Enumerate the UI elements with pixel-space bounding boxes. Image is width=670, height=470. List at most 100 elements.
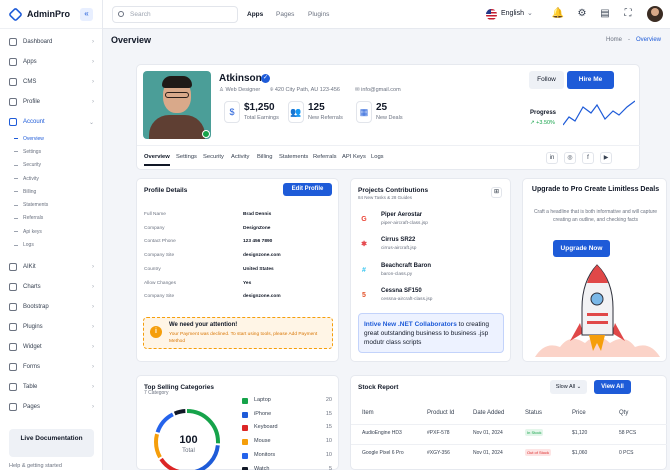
- project-file: cirrus-aircraft.jsp: [381, 246, 417, 252]
- project-name: Beachcraft Baron: [381, 262, 432, 269]
- profile-details-card: Profile Details Edit Profile Full Name Br…: [136, 178, 339, 362]
- detail-row: Company DesignZone: [144, 226, 334, 235]
- legend-label: Watch: [254, 465, 270, 470]
- detail-key: Contact Phone: [144, 239, 176, 245]
- column-header[interactable]: Item: [362, 410, 374, 416]
- tab-api-keys[interactable]: API Keys: [342, 154, 366, 160]
- language-select[interactable]: English: [501, 10, 524, 17]
- sidebar-item-account[interactable]: Account ⌄: [0, 112, 103, 132]
- sidebar-item-widget[interactable]: Widget ›: [0, 337, 103, 357]
- sidebar-subitem-billing[interactable]: Billing: [0, 185, 103, 198]
- sidebar-subitem-referrals[interactable]: Referrals: [0, 212, 103, 225]
- forms-icon: [9, 362, 17, 371]
- bell-icon[interactable]: 🔔: [551, 8, 565, 19]
- sidebar-subitem-security[interactable]: Security: [0, 159, 103, 172]
- detail-key: Company: [144, 225, 165, 231]
- column-header[interactable]: Price: [572, 410, 586, 416]
- project-item[interactable]: 5 Cessna SF150 cessna-aircraft-class.jsp: [359, 288, 504, 308]
- sidebar-item-label: Account: [23, 119, 45, 125]
- tab-logs[interactable]: Logs: [371, 154, 384, 160]
- grid-icon[interactable]: ⊞: [491, 187, 502, 198]
- sidebar-subitem-activity[interactable]: Activity: [0, 172, 103, 185]
- column-header[interactable]: Product Id: [427, 410, 455, 416]
- column-header[interactable]: Status: [525, 410, 543, 416]
- us-flag-icon[interactable]: [486, 9, 497, 20]
- sidebar-subitem-overview[interactable]: Overview: [0, 132, 103, 145]
- progress-value-text: +3.50%: [536, 120, 555, 126]
- sidebar-subitem-api-keys[interactable]: Api keys: [0, 225, 103, 238]
- edit-profile-button[interactable]: Edit Profile: [283, 183, 332, 196]
- tab-activity[interactable]: Activity: [231, 154, 250, 160]
- legend-item: Watch 5: [242, 466, 332, 470]
- column-header[interactable]: Qty: [619, 410, 629, 416]
- breadcrumb-home[interactable]: Home: [606, 37, 623, 43]
- stat-value: $1,250: [244, 102, 275, 113]
- donut-slice-laptop: [154, 409, 220, 470]
- user-avatar[interactable]: [647, 6, 663, 22]
- sidebar-item-forms[interactable]: Forms ›: [0, 357, 103, 377]
- sidebar-item-cms[interactable]: CMS ›: [0, 72, 103, 92]
- widget-icon: [9, 342, 17, 351]
- collapse-sidebar-button[interactable]: «: [80, 8, 93, 21]
- detail-row: Company Site designzone.com: [144, 294, 334, 303]
- facebook-icon[interactable]: f: [582, 152, 594, 164]
- detail-key: Allow Changes: [144, 280, 176, 286]
- project-item[interactable]: ✱ Cirrus SR22 cirrus-aircraft.jsp: [359, 237, 504, 257]
- sidebar-subitem-statements[interactable]: Statements: [0, 198, 103, 211]
- upgrade-now-button[interactable]: Upgrade Now: [553, 240, 610, 257]
- tab-referrals[interactable]: Referrals: [313, 154, 337, 160]
- topnav-apps[interactable]: Apps: [247, 11, 264, 18]
- fullscreen-icon[interactable]: ⛶: [624, 8, 632, 19]
- live-documentation-button[interactable]: Live Documentation: [9, 429, 94, 457]
- tab-billing[interactable]: Billing: [257, 154, 273, 160]
- tab-settings[interactable]: Settings: [176, 154, 197, 160]
- sidebar-item-profile[interactable]: Profile ›: [0, 92, 103, 112]
- tab-statements[interactable]: Statements: [279, 154, 309, 160]
- sidebar-item-plugins[interactable]: Plugins ›: [0, 317, 103, 337]
- card-title: Projects Contributions: [358, 187, 429, 194]
- topnav-pages[interactable]: Pages: [276, 11, 295, 18]
- project-name: Cessna SF150: [381, 287, 422, 294]
- brand[interactable]: AdminPro: [0, 0, 102, 29]
- sidebar-item-dashboard[interactable]: Dashboard ›: [0, 32, 103, 52]
- project-item[interactable]: # Beachcraft Baron baron-class.py: [359, 263, 504, 283]
- tab-security[interactable]: Security: [203, 154, 224, 160]
- search-input[interactable]: Search: [112, 6, 238, 23]
- tab-overview[interactable]: Overview: [144, 154, 170, 160]
- stat-earnings: $ $1,250 Total Earnings: [224, 101, 290, 125]
- sidebar-subitem-settings[interactable]: Settings: [0, 145, 103, 158]
- chat-icon[interactable]: ▤: [600, 8, 610, 19]
- topnav-plugins[interactable]: Plugins: [308, 11, 330, 18]
- sidebar-subitem-logs[interactable]: Logs: [0, 238, 103, 251]
- follow-button[interactable]: Follow: [529, 71, 564, 89]
- sidebar-item-pages[interactable]: Pages ›: [0, 397, 103, 417]
- sidebar-item-aikit[interactable]: AIKit ›: [0, 257, 103, 277]
- sidebar-item-table[interactable]: Table ›: [0, 377, 103, 397]
- project-item[interactable]: G Piper Aerostar piper-aircraft-class.jsp: [359, 212, 504, 232]
- sidebar-item-apps[interactable]: Apps ›: [0, 52, 103, 72]
- collab-link[interactable]: Intive New .NET Collaborators: [364, 321, 457, 328]
- detail-row: Full Name Brad Dennis: [144, 212, 334, 221]
- help-link[interactable]: Help & getting started: [9, 463, 62, 469]
- chevron-right-icon: ›: [92, 403, 94, 410]
- linkedin-icon[interactable]: in: [546, 152, 558, 164]
- projects-card: Projects Contributions 84 New Tasks & 28…: [350, 178, 511, 362]
- sidebar-item-charts[interactable]: Charts ›: [0, 277, 103, 297]
- legend-value: 5: [328, 465, 332, 470]
- legend-swatch: [242, 411, 248, 418]
- project-name: Cirrus SR22: [381, 237, 416, 244]
- column-header[interactable]: Date Added: [473, 410, 505, 416]
- hire-me-button[interactable]: Hire Me: [567, 71, 614, 89]
- instagram-icon[interactable]: ◎: [564, 152, 576, 164]
- apps-grid-icon[interactable]: ⚙: [577, 8, 587, 19]
- brand-logo-icon: [8, 6, 23, 22]
- profile-email-text: info@gmail.com: [361, 87, 401, 93]
- detail-value: designzone.com: [243, 294, 281, 300]
- view-all-button[interactable]: View All: [594, 380, 631, 394]
- legend-label: iPhone: [254, 410, 272, 417]
- sidebar-item-bootstrap[interactable]: Bootstrap ›: [0, 297, 103, 317]
- stock-filter-select[interactable]: Slow All ⌄: [550, 380, 587, 394]
- youtube-icon[interactable]: ▶: [600, 152, 612, 164]
- stat-referrals: 👥 125 New Referrals: [288, 101, 354, 125]
- chevron-down-icon: ⌄: [88, 119, 94, 126]
